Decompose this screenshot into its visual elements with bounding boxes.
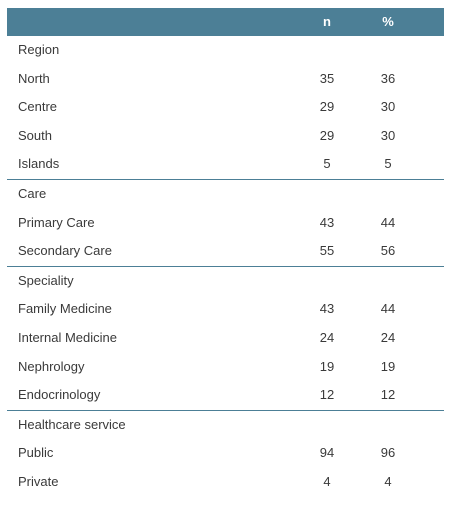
row-label: North bbox=[18, 70, 50, 86]
section-title-label: Healthcare service bbox=[18, 416, 126, 432]
table-row: Private 4 4 bbox=[7, 468, 444, 497]
row-percent-value: 19 bbox=[380, 358, 396, 374]
table-row: Public 94 96 bbox=[7, 439, 444, 468]
section-title: Speciality bbox=[7, 267, 444, 296]
row-n-value: 35 bbox=[319, 70, 335, 86]
column-header-n: n bbox=[323, 14, 331, 29]
row-n-value: 12 bbox=[319, 387, 335, 403]
section-region: Region North 35 36 Centre 29 30 South 29… bbox=[7, 36, 444, 180]
table-row: Islands 5 5 bbox=[7, 150, 444, 179]
row-percent-value: 4 bbox=[384, 473, 392, 489]
row-n-value: 43 bbox=[319, 301, 335, 317]
row-n-value: 94 bbox=[319, 445, 335, 461]
row-percent-value: 5 bbox=[384, 156, 392, 172]
table-row: Endocrinology 12 12 bbox=[7, 381, 444, 410]
row-label: Secondary Care bbox=[18, 243, 112, 259]
row-percent-value: 36 bbox=[380, 70, 396, 86]
section-title-label: Care bbox=[18, 185, 47, 201]
row-n-value: 24 bbox=[319, 329, 335, 345]
row-percent-value: 24 bbox=[380, 329, 396, 345]
table-row: Internal Medicine 24 24 bbox=[7, 324, 444, 353]
row-percent-value: 30 bbox=[380, 99, 396, 115]
section-speciality: Speciality Family Medicine 43 44 Interna… bbox=[7, 267, 444, 411]
table-row: North 35 36 bbox=[7, 65, 444, 94]
row-percent-value: 12 bbox=[380, 387, 396, 403]
section-title: Care bbox=[7, 180, 444, 209]
table-row: Centre 29 30 bbox=[7, 93, 444, 122]
row-percent-value: 30 bbox=[380, 127, 396, 143]
row-n-value: 43 bbox=[319, 214, 335, 230]
row-n-value: 5 bbox=[323, 156, 331, 172]
row-label: Centre bbox=[18, 99, 58, 115]
row-percent-value: 96 bbox=[380, 445, 396, 461]
table-row: Nephrology 19 19 bbox=[7, 353, 444, 382]
row-n-value: 29 bbox=[319, 127, 335, 143]
section-title: Region bbox=[7, 36, 444, 65]
row-label: Islands bbox=[18, 156, 60, 172]
row-percent-value: 44 bbox=[380, 301, 396, 317]
row-n-value: 19 bbox=[319, 358, 335, 374]
row-n-value: 4 bbox=[323, 473, 331, 489]
table-row: Secondary Care 55 56 bbox=[7, 237, 444, 266]
column-header-percent: % bbox=[382, 14, 394, 29]
row-label: Nephrology bbox=[18, 358, 85, 374]
section-title: Healthcare service bbox=[7, 411, 444, 440]
row-n-value: 55 bbox=[319, 243, 335, 259]
row-label: Primary Care bbox=[18, 214, 95, 230]
row-label: South bbox=[18, 127, 52, 143]
row-n-value: 29 bbox=[319, 99, 335, 115]
section-healthcare-service: Healthcare service Public 94 96 Private … bbox=[7, 411, 444, 497]
table-header: n % bbox=[7, 8, 444, 36]
row-percent-value: 44 bbox=[380, 214, 396, 230]
section-care: Care Primary Care 43 44 Secondary Care 5… bbox=[7, 180, 444, 267]
row-label: Private bbox=[18, 473, 59, 489]
table-row: Primary Care 43 44 bbox=[7, 209, 444, 238]
row-label: Endocrinology bbox=[18, 387, 101, 403]
row-label: Public bbox=[18, 445, 54, 461]
section-title-label: Region bbox=[18, 42, 60, 57]
table-row: Family Medicine 43 44 bbox=[7, 295, 444, 324]
data-table: n % Region North 35 36 Centre 29 30 Sout… bbox=[7, 8, 444, 497]
section-title-label: Speciality bbox=[18, 272, 74, 288]
row-label: Internal Medicine bbox=[18, 329, 117, 345]
row-percent-value: 56 bbox=[380, 243, 396, 259]
table-row: South 29 30 bbox=[7, 122, 444, 151]
row-label: Family Medicine bbox=[18, 301, 112, 317]
